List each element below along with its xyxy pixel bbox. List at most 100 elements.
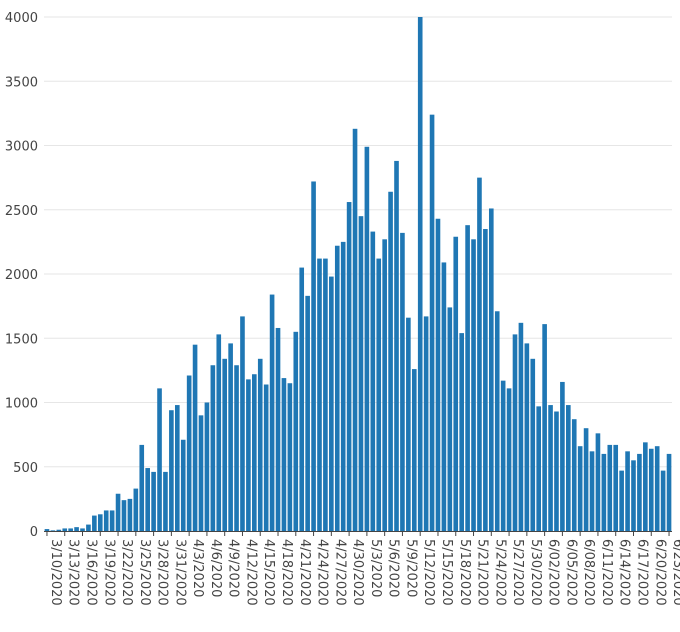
bar	[62, 528, 68, 531]
bar	[115, 493, 121, 531]
bar	[109, 510, 115, 531]
y-tick-label: 1000	[5, 397, 38, 412]
bar	[305, 295, 310, 531]
bar	[92, 515, 97, 531]
bar	[459, 333, 464, 531]
x-tick-label: 5/3/2020	[368, 539, 383, 597]
bar	[151, 471, 156, 531]
bar	[281, 378, 287, 531]
bar	[234, 365, 239, 531]
bar	[589, 451, 595, 531]
bar	[400, 232, 405, 531]
bar	[340, 241, 346, 532]
bar	[654, 446, 660, 531]
bar	[186, 375, 192, 531]
bar	[524, 343, 530, 531]
y-tick-label: 3000	[5, 140, 38, 155]
bar	[388, 191, 393, 531]
bar	[174, 405, 180, 531]
bar	[311, 181, 316, 532]
bar	[246, 379, 251, 531]
bar	[145, 468, 150, 531]
bar	[293, 331, 299, 531]
bar	[133, 488, 139, 531]
bar	[423, 316, 429, 531]
x-tick-label: 4/24/2020	[315, 539, 330, 606]
bar	[453, 236, 459, 532]
x-tick-label: 4/9/2020	[226, 539, 241, 597]
bar	[518, 322, 524, 531]
bar	[406, 317, 411, 531]
x-tick-label: 3/13/2020	[66, 539, 81, 606]
bar	[263, 384, 269, 531]
bar	[180, 439, 186, 531]
bar	[417, 17, 423, 531]
x-tick-label: 5/21/2020	[475, 539, 490, 606]
bar	[275, 327, 281, 531]
bar	[643, 442, 648, 531]
bar	[447, 307, 453, 531]
x-tick-label: 4/21/2020	[297, 539, 312, 606]
x-tick-label: 4/12/2020	[243, 539, 258, 606]
x-tick-label: 4/3/2020	[190, 539, 205, 597]
x-tick-label: 5/30/2020	[528, 539, 543, 606]
y-axis-ticks: 0 500 1000 1500 2000 2500 3000 3500 4000	[5, 11, 38, 540]
bar	[382, 239, 387, 531]
y-tick-label: 2500	[5, 204, 38, 219]
bar	[192, 344, 198, 531]
x-tick-label: 6/17/2020	[634, 539, 649, 606]
bar	[198, 415, 204, 531]
bar	[157, 388, 162, 531]
bar	[601, 453, 607, 531]
x-tick-label: 3/19/2020	[101, 539, 116, 606]
bar	[542, 324, 547, 531]
bar	[465, 225, 470, 532]
x-axis-ticks: 3/10/2020 3/13/2020 3/16/2020 3/19/2020 3/22…	[46, 531, 680, 606]
bar	[500, 380, 506, 531]
bar	[370, 231, 376, 531]
bar	[346, 202, 352, 532]
bar	[613, 444, 619, 531]
bar	[435, 218, 441, 531]
bar	[334, 245, 340, 532]
y-tick-label: 500	[13, 461, 38, 476]
bar	[607, 444, 613, 531]
bar	[252, 374, 257, 531]
x-tick-label: 6/02/2020	[546, 539, 561, 606]
x-tick-label: 3/10/2020	[48, 539, 63, 606]
bar	[506, 388, 512, 531]
bar	[329, 276, 334, 531]
bar	[660, 470, 666, 531]
x-tick-label: 3/25/2020	[137, 539, 152, 606]
x-tick-label: 4/6/2020	[208, 539, 223, 597]
x-tick-label: 5/24/2020	[492, 539, 507, 606]
bar	[228, 343, 233, 531]
x-tick-label: 5/18/2020	[457, 539, 472, 606]
x-tick-label: 3/31/2020	[172, 539, 187, 606]
bar	[299, 267, 305, 531]
y-tick-label: 2000	[5, 268, 38, 283]
y-tick-label: 1500	[5, 332, 38, 347]
bar	[121, 500, 127, 531]
bar	[648, 448, 654, 531]
bar	[358, 216, 364, 532]
bar	[240, 316, 245, 531]
x-tick-label: 6/08/2020	[581, 539, 596, 606]
bar	[441, 262, 447, 531]
bar	[56, 529, 62, 531]
bar	[666, 453, 672, 531]
bar	[97, 514, 103, 531]
bar	[317, 258, 322, 531]
bar	[364, 146, 370, 531]
bar	[429, 114, 435, 531]
x-tick-label: 3/16/2020	[84, 539, 99, 606]
bar	[210, 365, 216, 531]
bar	[163, 471, 168, 531]
bar	[530, 358, 536, 531]
bar	[127, 498, 133, 532]
bar	[287, 383, 293, 531]
bar	[376, 258, 382, 531]
bar	[352, 128, 358, 532]
bar	[631, 460, 636, 531]
y-tick-label: 0	[30, 525, 38, 540]
